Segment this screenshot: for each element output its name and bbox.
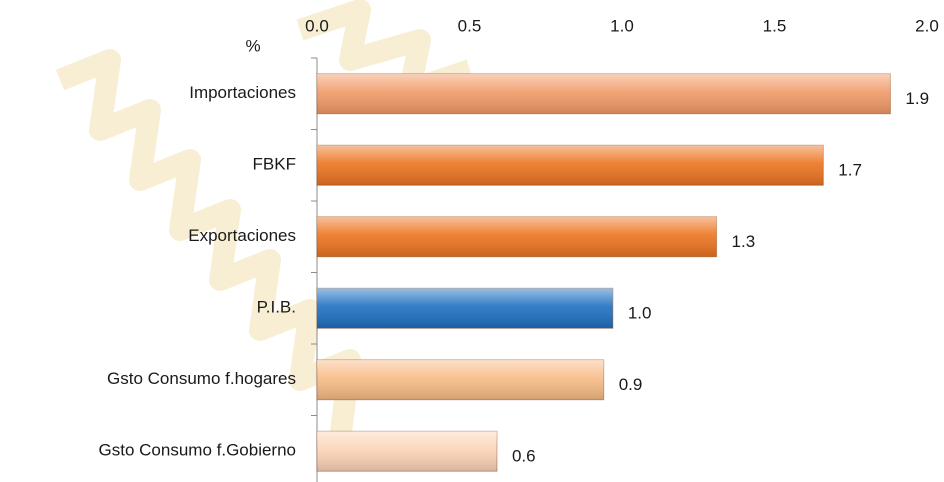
bar-highlight [317, 359, 604, 400]
data-label: 0.9 [619, 375, 643, 394]
axis-unit-label: % [245, 36, 260, 55]
y-tick-label: Importaciones [189, 83, 296, 102]
data-label: 0.6 [512, 447, 536, 466]
x-tick-label: 0.5 [458, 16, 482, 35]
y-tick-label: FBKF [253, 155, 296, 174]
data-label: 1.7 [838, 161, 862, 180]
bar-highlight [317, 216, 717, 257]
y-tick-label: Gsto Consumo f.Gobierno [99, 441, 296, 460]
x-tick-label: 0.0 [305, 16, 329, 35]
y-tick-label: P.I.B. [257, 298, 296, 317]
bar-highlight [317, 73, 891, 114]
x-tick-label: 1.0 [610, 16, 634, 35]
x-tick-label: 2.0 [915, 16, 939, 35]
bar-highlight [317, 145, 824, 186]
bar-highlight [317, 431, 497, 472]
bar-highlight [317, 288, 613, 329]
y-tick-label: Gsto Consumo f.hogares [107, 369, 296, 388]
data-label: 1.3 [732, 232, 756, 251]
x-tick-label: 1.5 [763, 16, 787, 35]
data-label: 1.9 [905, 89, 929, 108]
y-tick-label: Exportaciones [188, 226, 296, 245]
data-label: 1.0 [628, 304, 652, 323]
